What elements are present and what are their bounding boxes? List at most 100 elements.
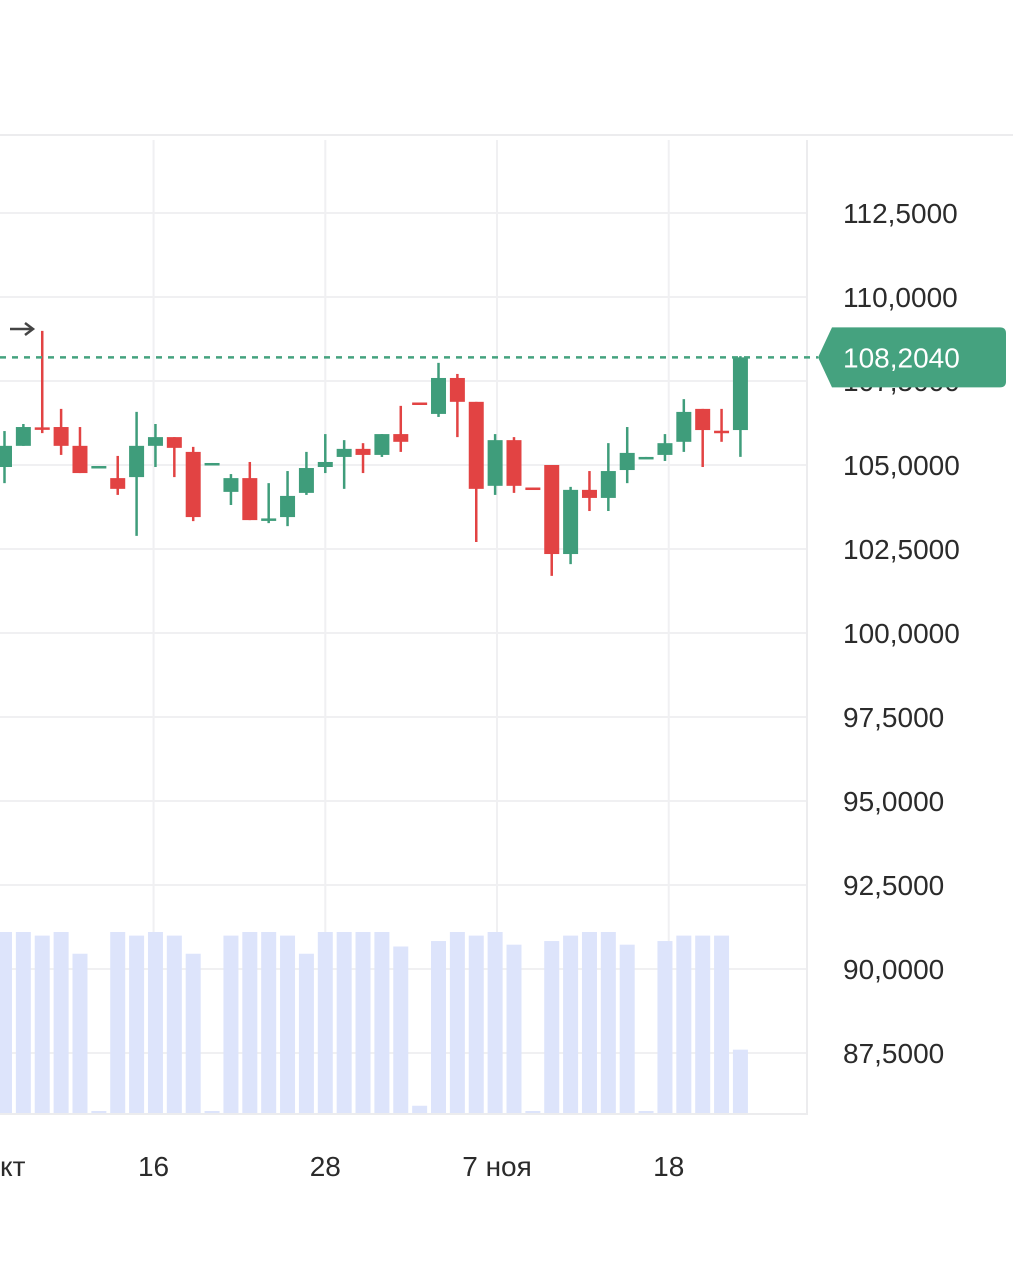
volume-bar [53,932,69,1113]
y-tick-label: 97,5000 [843,702,944,733]
candle[interactable] [91,466,107,469]
candle[interactable] [110,455,126,495]
volume-bar [619,944,635,1113]
volume-bar [355,932,371,1113]
volume-bar [563,935,579,1113]
x-tick-label: кт [0,1151,26,1182]
volume-bar [581,932,597,1113]
candle[interactable] [242,461,258,521]
volume-bar [506,944,522,1113]
candle[interactable] [431,362,447,417]
candle[interactable] [15,424,31,446]
volume-bar [544,941,560,1113]
volume-bar [204,1111,220,1113]
candle[interactable] [129,411,145,536]
candle[interactable] [581,471,597,512]
volume-bar [695,935,711,1113]
volume-bar [147,932,163,1113]
volume-bar [676,935,692,1113]
candle[interactable] [619,427,635,484]
candle[interactable] [147,424,163,468]
volume-bar [374,932,390,1113]
candle-body [695,408,711,431]
volume-bar [657,941,673,1113]
volume-bar [242,932,258,1113]
x-tick-label: 16 [138,1151,169,1182]
candle[interactable] [223,474,239,505]
candle[interactable] [355,443,371,474]
candle-body [15,427,31,446]
candle-body [506,440,522,486]
candle[interactable] [317,434,333,474]
candle-body [204,462,220,466]
scroll-right-arrow-icon[interactable] [10,322,36,336]
candle[interactable] [72,427,88,474]
candle[interactable] [0,431,12,484]
candle[interactable] [34,330,50,434]
candle[interactable] [732,356,748,457]
x-axis: кт 16 28 7 ноя 18 [0,1151,684,1182]
candle-body [261,518,277,521]
y-tick-label: 95,0000 [843,786,944,817]
candle[interactable] [53,408,69,455]
last-price-badge-shape [818,327,1006,388]
candle[interactable] [487,434,503,495]
candle[interactable] [449,373,465,438]
candle-body [638,456,654,460]
candle-body [431,377,447,414]
volume-bars [0,932,748,1113]
candle-body [732,357,748,431]
candle-body [298,468,314,493]
candle[interactable] [393,405,409,452]
candle[interactable] [336,440,352,489]
candle[interactable] [506,437,522,493]
y-axis: 112,5000110,0000107,5000105,0000102,5000… [843,198,960,1069]
candle[interactable] [544,465,560,576]
volume-bar [393,946,409,1113]
candle[interactable] [185,446,201,522]
candle-body [185,451,201,518]
candle[interactable] [525,487,541,491]
y-tick-label: 92,5000 [843,870,944,901]
candle[interactable] [298,451,314,495]
x-tick-label: 18 [653,1151,684,1182]
volume-bar [223,935,239,1113]
candle-body [563,489,579,555]
candle[interactable] [204,462,220,466]
volume-bar [166,935,182,1113]
candle-body [449,377,465,402]
volume-bar [34,935,50,1113]
candle-body [525,487,541,491]
candle-body [657,443,673,455]
volume-bar [72,953,88,1113]
candle[interactable] [714,408,730,442]
candle-body [72,445,88,474]
candle[interactable] [695,408,711,468]
volume-bar [91,1111,107,1113]
candle-body [374,434,390,455]
candle[interactable] [412,402,428,406]
volume-bar [487,932,503,1113]
candle[interactable] [676,399,692,452]
candle[interactable] [600,443,616,512]
candle-body [600,471,616,498]
candle[interactable] [374,434,390,457]
volume-bar [129,935,145,1113]
candle-body [412,402,428,406]
candle-body [223,478,239,492]
candle[interactable] [638,456,654,460]
y-tick-label: 105,0000 [843,450,960,481]
y-tick-label: 110,0000 [843,282,958,313]
candle-body [468,401,484,489]
candle[interactable] [657,434,673,461]
candle[interactable] [563,486,579,565]
candle[interactable] [166,437,182,478]
candle[interactable] [261,483,277,524]
y-tick-label: 100,0000 [843,618,960,649]
y-tick-label: 87,5000 [843,1038,944,1069]
candle-body [544,465,560,555]
candle[interactable] [468,401,484,542]
candle[interactable] [280,471,296,527]
volume-bar [298,953,314,1113]
